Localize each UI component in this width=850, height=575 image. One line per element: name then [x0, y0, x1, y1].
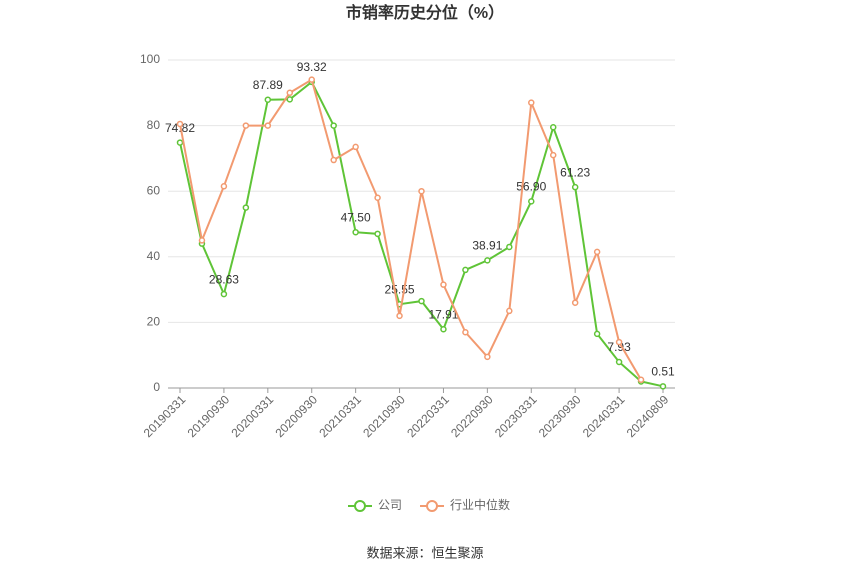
point [330, 122, 337, 129]
point [440, 281, 447, 288]
point [462, 328, 469, 336]
legend-label: 行业中位数 [450, 497, 510, 512]
point [220, 183, 228, 190]
point [242, 204, 250, 211]
y-tick-label: 40 [147, 249, 161, 263]
point [418, 187, 425, 195]
point [659, 383, 667, 390]
point [615, 338, 623, 346]
x-tick-label: 20200930 [272, 392, 320, 440]
point [264, 122, 272, 129]
x-tick-label: 20240809 [624, 392, 672, 440]
point [637, 376, 645, 384]
x-tick-label: 20190331 [141, 392, 189, 440]
series-line [179, 78, 642, 381]
x-tick-label: 20230331 [492, 392, 540, 440]
series-line [179, 80, 664, 388]
x-tick-label: 20220930 [448, 392, 496, 440]
value-label: 17.91 [428, 307, 458, 321]
value-label: 56.90 [516, 180, 546, 194]
point [549, 151, 557, 159]
point [528, 99, 535, 106]
legend-label: 公司 [378, 498, 402, 512]
value-label: 28.63 [209, 272, 239, 286]
x-tick-label: 20220331 [404, 392, 452, 440]
x-tick-label: 20210930 [360, 392, 408, 440]
y-tick-label: 0 [153, 380, 160, 394]
point [374, 194, 381, 202]
point [198, 237, 206, 244]
point [330, 156, 337, 164]
y-tick-label: 100 [140, 52, 160, 66]
point [615, 358, 623, 366]
value-label: 87.89 [253, 78, 283, 92]
point [528, 198, 535, 205]
point [571, 183, 579, 191]
value-label: 25.55 [385, 282, 415, 296]
point [593, 248, 601, 256]
point [286, 96, 294, 103]
point [506, 243, 513, 251]
point [396, 312, 403, 320]
legend-marker [426, 500, 439, 512]
value-label: 0.51 [651, 364, 675, 378]
point [484, 353, 491, 361]
point [549, 123, 557, 131]
point [264, 96, 272, 103]
x-tick-label: 20190930 [185, 392, 233, 440]
value-label: 93.32 [297, 60, 327, 74]
point [308, 76, 315, 83]
point [286, 89, 294, 97]
x-tick-label: 20240331 [580, 392, 628, 440]
point [593, 330, 601, 338]
point [242, 122, 250, 129]
point [506, 307, 513, 315]
point [176, 139, 184, 146]
y-tick-label: 60 [147, 183, 161, 197]
point [571, 299, 579, 306]
point [220, 290, 228, 298]
legend-marker [354, 500, 366, 512]
point [176, 120, 184, 128]
x-tick-label: 20200331 [229, 392, 277, 440]
source: 数据来源：恒生聚源 [366, 545, 483, 560]
point [484, 257, 491, 264]
chart-title: 市销率历史分位（%） [346, 3, 504, 22]
point [352, 228, 359, 236]
value-label: 47.50 [341, 210, 371, 224]
y-tick-label: 80 [147, 118, 161, 132]
y-tick-label: 20 [147, 315, 161, 329]
point [352, 143, 359, 151]
x-tick-label: 20210331 [316, 392, 364, 440]
x-tick-label: 20230930 [536, 392, 584, 440]
point [418, 297, 425, 305]
point [374, 230, 381, 238]
point [462, 266, 469, 274]
point [440, 326, 447, 333]
value-label: 38.91 [472, 239, 502, 253]
value-label: 61.23 [560, 165, 590, 179]
